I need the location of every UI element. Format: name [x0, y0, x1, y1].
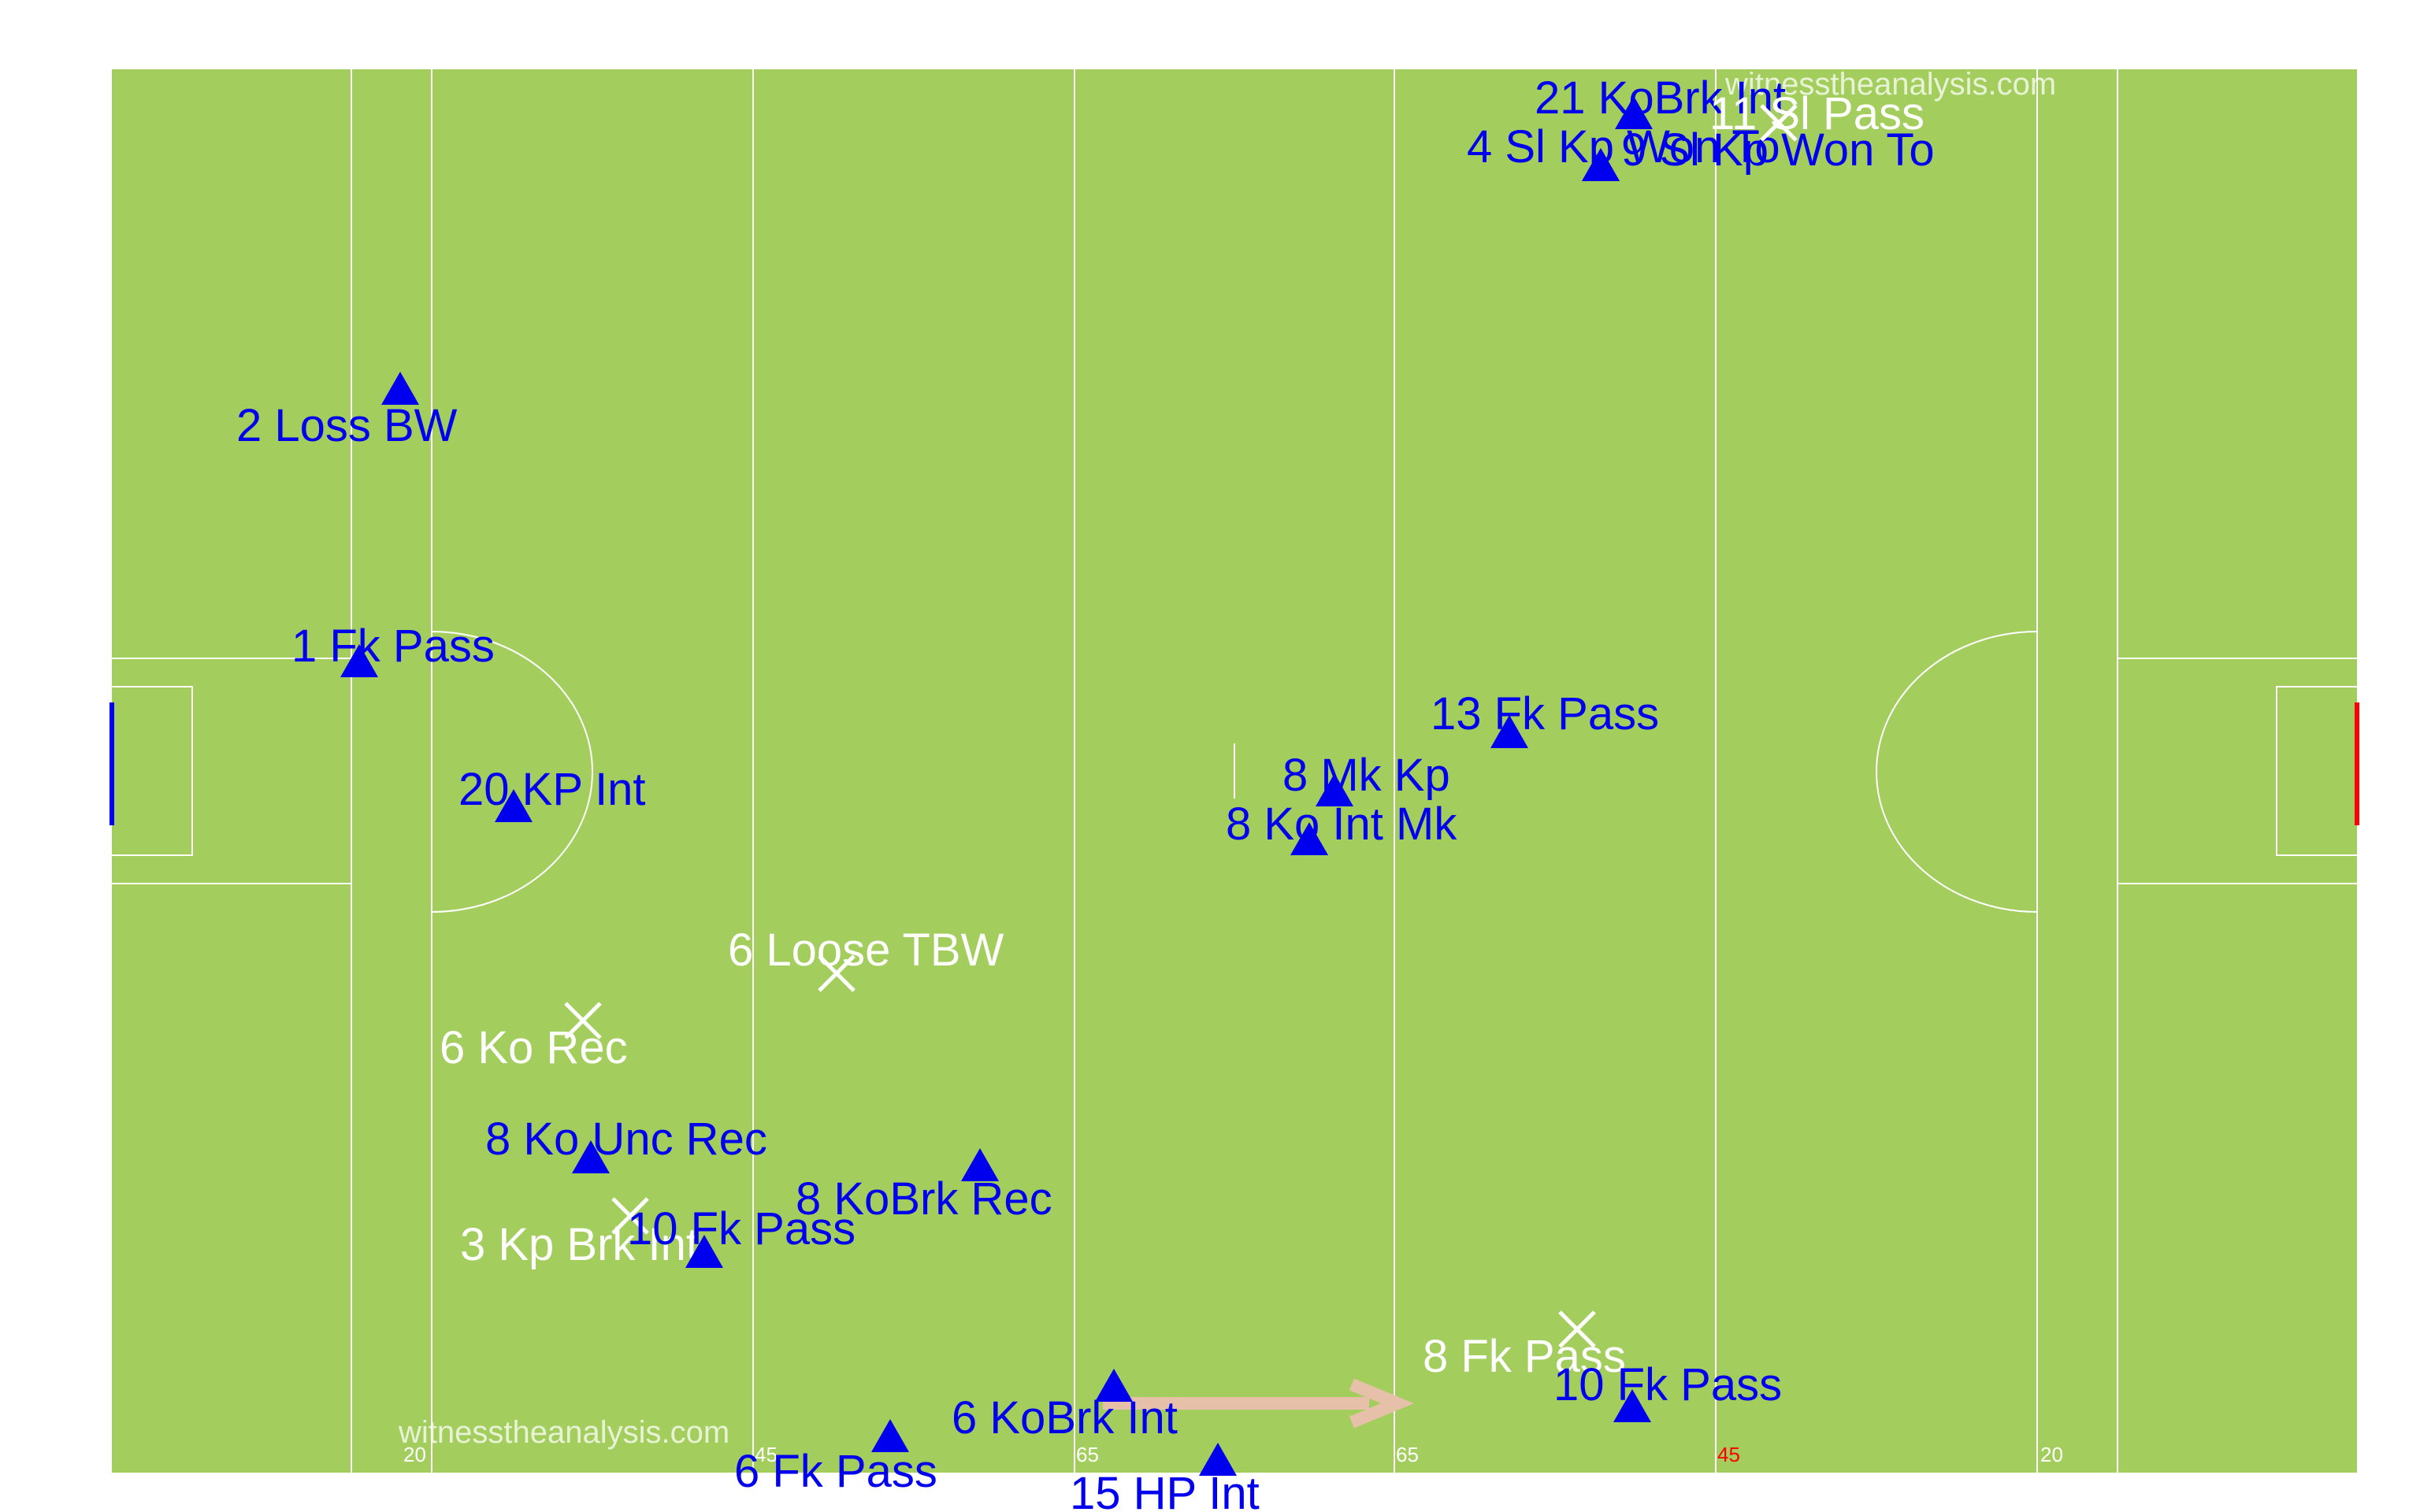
event-label: 6 Fk Pass — [734, 1446, 937, 1497]
triangle-marker-icon — [1095, 1369, 1133, 1402]
event-label: 9 Sl Kp Won To — [1621, 124, 1935, 176]
triangle-marker-icon — [1613, 1389, 1651, 1422]
movement-arrow — [1103, 1378, 1414, 1429]
event-8: 13 Fk Pass — [1431, 688, 1659, 748]
event-label: 8 Ko Unc Rec — [485, 1114, 767, 1165]
triangle-marker-icon — [961, 1148, 999, 1181]
cross-marker-icon — [611, 1197, 649, 1235]
small-rectangle-right — [2276, 686, 2357, 856]
event-1: 21 KoBrk Int — [1535, 72, 1786, 129]
event-label: 8 KoBrk Rec — [796, 1173, 1052, 1225]
event-15: 3 Kp Brk Int — [460, 1197, 699, 1270]
triangle-marker-icon — [381, 372, 419, 405]
small-rectangle-left — [112, 686, 193, 856]
event-label: 15 HP Int — [1070, 1468, 1260, 1512]
event-12: 6 Ko Rec — [440, 1002, 628, 1073]
distance-label: 20 — [403, 1443, 426, 1466]
event-16: 10 Fk Pass — [627, 1203, 856, 1268]
triangle-marker-icon — [1582, 148, 1620, 181]
event-label: 20 KP Int — [458, 764, 646, 815]
distance-labels: 20 45 65 65 45 20 — [403, 1443, 2063, 1466]
event-18: 10 Fk Pass — [1553, 1359, 1782, 1422]
event-10: 8 Ko Int Mk — [1226, 799, 1457, 855]
triangle-marker-icon — [1290, 822, 1328, 855]
event-label: 11 Sl Pass — [1709, 88, 1924, 139]
triangle-marker-icon — [1615, 96, 1653, 129]
distance-label: 45 — [1717, 1443, 1740, 1466]
cross-marker-icon — [564, 1002, 602, 1040]
triangle-marker-icon — [1316, 773, 1353, 806]
arrow-head — [1349, 1378, 1414, 1429]
event-label: 21 KoBrk Int — [1535, 72, 1786, 124]
triangle-marker-icon — [1199, 1443, 1237, 1476]
event-label: 6 Loose TBW — [728, 925, 1004, 976]
distance-label: 45 — [755, 1443, 778, 1466]
watermark-top: witnesstheanalysis.com — [1724, 67, 2056, 102]
event-7: 20 KP Int — [458, 764, 646, 822]
event-label: 8 Ko Int Mk — [1226, 799, 1457, 850]
event-11: 6 Loose TBW — [728, 925, 1004, 992]
triangle-marker-icon — [871, 1419, 909, 1452]
arc-right — [1876, 631, 2038, 913]
event-17: 8 Fk Pass — [1423, 1310, 1626, 1382]
event-13: 8 Ko Unc Rec — [485, 1114, 767, 1173]
watermark-bottom: witnesstheanalysis.com — [398, 1415, 729, 1450]
arc-left — [431, 631, 593, 913]
event-label: 8 Mk Kp — [1282, 750, 1450, 801]
event-label: 13 Fk Pass — [1431, 688, 1659, 739]
triangle-marker-icon — [495, 789, 533, 822]
distance-label: 20 — [2040, 1443, 2063, 1466]
event-label: 8 Fk Pass — [1423, 1331, 1626, 1382]
event-4: 11 Sl Pass — [1709, 88, 1924, 142]
event-label: 10 Fk Pass — [627, 1203, 856, 1254]
triangle-marker-icon — [572, 1140, 610, 1173]
event-6: 1 Fk Pass — [291, 621, 495, 677]
event-21: 15 HP Int — [1070, 1443, 1260, 1512]
event-label: 4 Sl Kp Won To — [1467, 121, 1780, 172]
event-label: 6 KoBrk Int — [952, 1392, 1178, 1443]
event-label: 6 Ko Rec — [440, 1022, 628, 1073]
event-label: 3 Kp Brk Int — [460, 1219, 699, 1270]
event-20: 6 Fk Pass — [734, 1419, 937, 1497]
triangle-marker-icon — [1490, 715, 1528, 748]
event-5: 2 Loss BW — [236, 372, 458, 451]
distance-label: 65 — [1076, 1443, 1099, 1466]
event-label: 2 Loss BW — [236, 400, 458, 451]
distance-label: 65 — [1396, 1443, 1419, 1466]
event-label: 10 Fk Pass — [1553, 1359, 1782, 1410]
triangle-marker-icon — [685, 1235, 723, 1268]
large-rectangle-right — [2117, 658, 2357, 884]
event-14: 8 KoBrk Rec — [796, 1148, 1052, 1225]
large-rectangle-left — [112, 658, 352, 884]
cross-marker-icon — [1760, 104, 1798, 142]
event-19: 6 KoBrk Int — [952, 1369, 1178, 1443]
triangle-marker-icon — [340, 644, 378, 677]
pitch-lines — [112, 69, 2357, 1473]
cross-marker-icon — [818, 954, 856, 992]
event-9: 8 Mk Kp — [1282, 750, 1450, 806]
event-label: 1 Fk Pass — [291, 621, 495, 672]
event-3: 9 Sl Kp Won To — [1582, 124, 1935, 181]
cross-marker-icon — [1558, 1310, 1596, 1348]
